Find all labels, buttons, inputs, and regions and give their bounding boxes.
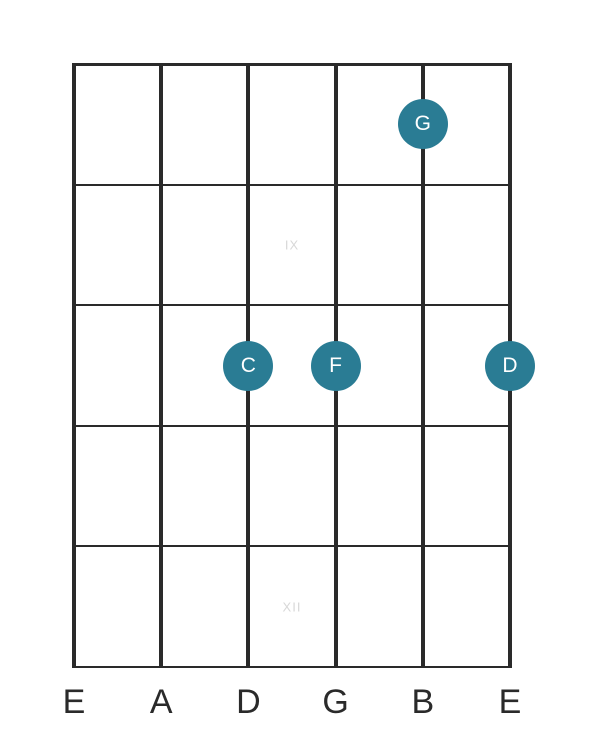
fret-line xyxy=(72,545,512,547)
string-label: E xyxy=(499,683,522,722)
string-label: A xyxy=(150,683,173,722)
fret-marker: IX xyxy=(285,237,299,252)
string-label: D xyxy=(236,683,261,722)
finger-dot: D xyxy=(485,341,535,391)
finger-dot-label: D xyxy=(502,354,517,378)
fret-line xyxy=(72,425,512,427)
string-line xyxy=(72,64,76,667)
string-label: B xyxy=(411,683,434,722)
finger-dot: F xyxy=(311,341,361,391)
fret-marker: XII xyxy=(283,599,302,614)
finger-dot: G xyxy=(398,99,448,149)
string-line xyxy=(159,64,163,667)
fret-line xyxy=(72,63,512,66)
fret-line xyxy=(72,666,512,668)
fret-line xyxy=(72,304,512,306)
string-line xyxy=(421,64,425,667)
finger-dot-label: C xyxy=(241,354,256,378)
string-label: G xyxy=(322,683,348,722)
finger-dot-label: F xyxy=(329,354,342,378)
finger-dot: C xyxy=(223,341,273,391)
fret-line xyxy=(72,184,512,186)
string-label: E xyxy=(63,683,86,722)
finger-dot-label: G xyxy=(415,112,431,136)
